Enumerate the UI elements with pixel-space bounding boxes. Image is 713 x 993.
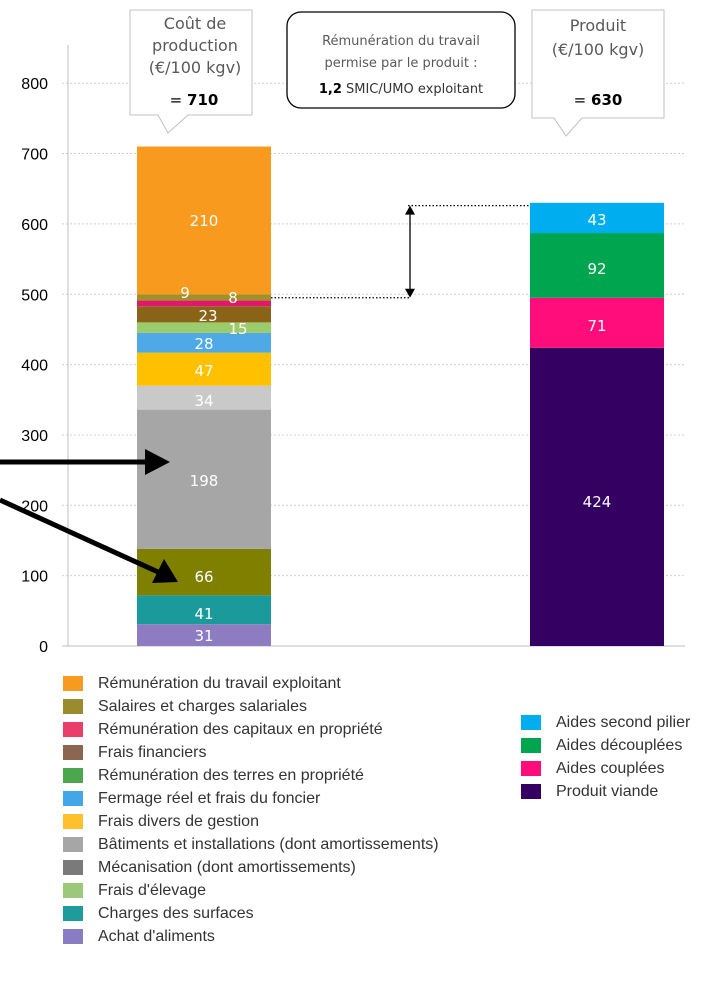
- remuneration-ratio-value: 1,2: [319, 82, 342, 97]
- gap-arrow-head-bottom: [405, 289, 415, 298]
- cost-value-label-1: 41: [194, 605, 213, 623]
- legend-product-swatch: [521, 784, 541, 799]
- remuneration-callout-line-1: permise par le produit :: [325, 56, 478, 71]
- cost-callout-line-0: Coût de: [164, 14, 226, 33]
- legend-cost-swatch: [63, 814, 83, 829]
- legend-cost-label: Frais financiers: [98, 744, 206, 762]
- remuneration-callout-line-0: Rémunération du travail: [322, 34, 480, 49]
- legend-cost-item: Frais d'élevage: [63, 879, 439, 902]
- y-tick-label-100: 100: [21, 569, 48, 586]
- cost-value-label-11: 210: [190, 212, 219, 230]
- cost-callout-total: = 710: [170, 91, 219, 109]
- legend-product-item: Aides découplées: [521, 734, 690, 757]
- legend-cost-item: Rémunération du travail exploitant: [63, 672, 439, 695]
- legend-product-item: Aides second pilier: [521, 711, 690, 734]
- legend-product-swatch: [521, 738, 541, 753]
- product-total-prefix: =: [574, 91, 591, 109]
- legend-cost-item: Rémunération des capitaux en propriété: [63, 718, 439, 741]
- remuneration-callout-ratio: 1,2 SMIC/UMO exploitant: [319, 82, 483, 97]
- legend-cost: Rémunération du travail exploitant Salair…: [63, 672, 439, 948]
- legend-cost-item: Salaires et charges salariales: [63, 695, 439, 718]
- legend-cost-item: Frais divers de gestion: [63, 810, 439, 833]
- cost-segment-9: [137, 301, 271, 307]
- legend-product-item: Produit viande: [521, 780, 690, 803]
- product-callout-line-0: Produit: [570, 16, 626, 35]
- cost-value-label-2: 66: [194, 568, 213, 586]
- legend-cost-swatch: [63, 929, 83, 944]
- legend-cost-label: Bâtiments et installations (dont amortis…: [98, 836, 439, 854]
- legend-cost-swatch: [63, 883, 83, 898]
- legend-cost-item: Achat d'aliments: [63, 925, 439, 948]
- legend-cost-label: Frais divers de gestion: [98, 813, 259, 831]
- legend-cost-item: Fermage réel et frais du foncier: [63, 787, 439, 810]
- legend-cost-label: Fermage réel et frais du foncier: [98, 790, 320, 808]
- cost-value-label-8: 23: [198, 307, 217, 325]
- cost-total-value: 710: [187, 91, 218, 109]
- y-tick-label-400: 400: [21, 358, 48, 375]
- cost-callout-line-1: production: [152, 36, 238, 55]
- y-tick-label-800: 800: [21, 76, 48, 93]
- legend-cost-swatch: [63, 699, 83, 714]
- cost-value-label-9: 8: [228, 289, 238, 307]
- legend-cost-item: Rémunération des terres en propriété: [63, 764, 439, 787]
- y-tick-label-0: 0: [39, 639, 48, 656]
- legend-cost-label: Achat d'aliments: [98, 928, 215, 946]
- legend-product-label: Produit viande: [556, 783, 658, 801]
- legend-cost-item: Frais financiers: [63, 741, 439, 764]
- callouts: Coût de production (€/100 kgv) = 710 Rémunér…: [130, 10, 664, 136]
- legend-product-label: Aides second pilier: [556, 714, 690, 732]
- legend-cost-swatch: [63, 722, 83, 737]
- legend-cost-label: Salaires et charges salariales: [98, 698, 307, 716]
- remuneration-ratio-suffix: SMIC/UMO exploitant: [342, 82, 483, 97]
- legend-product: Aides second pilier Aides découplées Aides…: [521, 711, 690, 803]
- cost-value-label-0: 31: [194, 627, 213, 645]
- y-tick-label-500: 500: [21, 287, 48, 304]
- bars: 31 41 66 198 34 47 28 15 23 8 9 210 424 71 92 43: [137, 147, 664, 646]
- cost-segment-10: [137, 294, 271, 300]
- legend-product-label: Aides couplées: [556, 760, 665, 778]
- legend-cost-swatch: [63, 676, 83, 691]
- gap-marker: [271, 206, 530, 298]
- legend-cost-label: Charges des surfaces: [98, 905, 254, 923]
- legend-product-label: Aides découplées: [556, 737, 682, 755]
- product-callout-total: = 630: [574, 91, 623, 109]
- cost-value-label-5: 47: [194, 362, 213, 380]
- legend-cost-label: Rémunération du travail exploitant: [98, 675, 341, 693]
- y-tick-label-700: 700: [21, 147, 48, 164]
- legend-cost-label: Frais d'élevage: [98, 882, 206, 900]
- legend-cost-swatch: [63, 768, 83, 783]
- product-total-value: 630: [591, 91, 622, 109]
- cost-total-prefix: =: [170, 91, 187, 109]
- cost-value-label-4: 34: [194, 392, 213, 410]
- legend-product-swatch: [521, 761, 541, 776]
- legend-cost-item: Bâtiments et installations (dont amortis…: [63, 833, 439, 856]
- legend-cost-label: Rémunération des capitaux en propriété: [98, 721, 383, 739]
- cost-value-label-6: 28: [194, 335, 213, 353]
- product-value-label-1: 71: [587, 317, 606, 335]
- legend-cost-label: Rémunération des terres en propriété: [98, 767, 364, 785]
- product-value-label-0: 424: [583, 493, 612, 511]
- legend-cost-swatch: [63, 837, 83, 852]
- cost-value-label-3: 198: [190, 472, 219, 490]
- gap-arrow-head-top: [405, 206, 415, 215]
- legend-cost-swatch: [63, 745, 83, 760]
- legend-cost-swatch: [63, 791, 83, 806]
- legend-cost-swatch: [63, 906, 83, 921]
- legend-cost-item: Mécanisation (dont amortissements): [63, 856, 439, 879]
- product-value-label-3: 43: [587, 211, 606, 229]
- y-tick-label-300: 300: [21, 428, 48, 445]
- legend-product-item: Aides couplées: [521, 757, 690, 780]
- legend-cost-item: Charges des surfaces: [63, 902, 439, 925]
- y-tick-label-600: 600: [21, 217, 48, 234]
- legend-cost-label: Mécanisation (dont amortissements): [98, 859, 356, 877]
- cost-callout-line-2: (€/100 kgv): [149, 58, 242, 77]
- cost-value-label-7: 15: [228, 320, 247, 338]
- product-value-label-2: 92: [587, 260, 606, 278]
- product-callout-line-1: (€/100 kgv): [552, 40, 645, 59]
- cost-value-label-10: 9: [180, 284, 190, 302]
- legend-cost-swatch: [63, 860, 83, 875]
- pointer-arrow-2-shaft: [0, 500, 158, 572]
- legend-product-swatch: [521, 715, 541, 730]
